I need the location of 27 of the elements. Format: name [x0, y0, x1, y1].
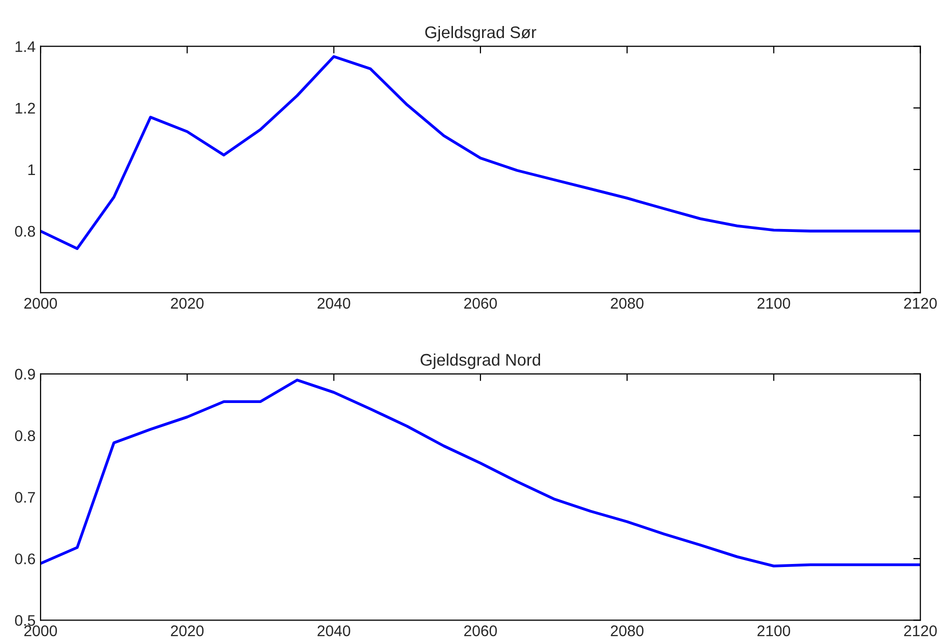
- x-tick-label: 2100: [758, 298, 790, 309]
- y-tick-label: 0.5: [15, 615, 36, 626]
- y-tick-label: 0.6: [15, 553, 36, 564]
- x-tick-label: 2060: [464, 625, 497, 636]
- line-series: [40, 378, 920, 568]
- x-tick-label: 2020: [170, 625, 204, 636]
- y-tick-label: 1.2: [16, 102, 35, 114]
- x-tick-label: 2000: [24, 298, 57, 309]
- x-tick-label: 2120: [904, 298, 937, 309]
- x-tick-label: 2080: [610, 298, 644, 309]
- y-tick-label: 0.9: [15, 368, 35, 380]
- x-tick-label: 2100: [758, 625, 790, 636]
- y-tick-label: 0.8: [15, 226, 36, 237]
- x-tick-label: 2080: [610, 625, 644, 636]
- y-tick-label: 0.7: [15, 492, 35, 503]
- y-tick-label: 1.4: [16, 41, 36, 52]
- y-tick-label: 0.8: [15, 430, 36, 442]
- chart-title: Gjeldsgrad Sør: [425, 26, 536, 42]
- x-tick-label: 2040: [318, 298, 350, 309]
- line-series: [40, 55, 920, 250]
- x-tick-label: 2020: [170, 298, 204, 309]
- chart-title: Gjeldsgrad Nord: [420, 353, 540, 370]
- x-tick-label: 2040: [318, 625, 350, 636]
- x-tick-label: 2000: [24, 625, 57, 636]
- x-tick-label: 2060: [464, 298, 497, 309]
- y-tick-label: 1: [28, 164, 35, 176]
- x-tick-label: 2120: [904, 625, 937, 636]
